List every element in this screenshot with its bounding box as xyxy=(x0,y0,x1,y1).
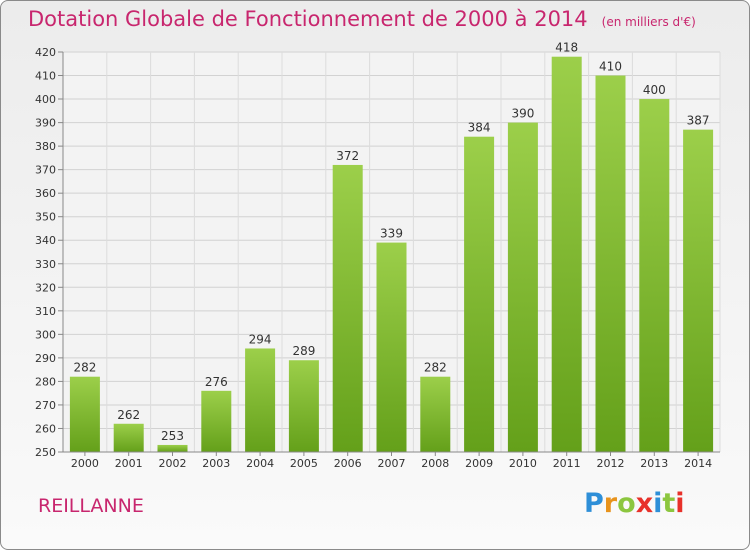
value-label-2010: 390 xyxy=(511,107,534,121)
commune-name: REILLANNE xyxy=(38,495,144,517)
y-tick-label: 320 xyxy=(35,281,56,294)
bar-2005 xyxy=(288,360,319,452)
x-tick-label-2004: 2004 xyxy=(246,457,274,470)
x-tick-label-2012: 2012 xyxy=(597,457,625,470)
y-tick-label: 370 xyxy=(35,164,56,177)
bar-2000 xyxy=(69,376,100,452)
x-tick-label-2009: 2009 xyxy=(465,457,493,470)
logo-letter: P xyxy=(584,488,604,519)
logo-letter: o xyxy=(617,488,636,519)
logo-letter: x xyxy=(635,488,654,519)
y-tick-label: 400 xyxy=(35,93,56,106)
value-label-2002: 253 xyxy=(161,429,184,443)
bar-2009 xyxy=(464,136,495,453)
bar-2011 xyxy=(551,56,582,453)
value-label-2004: 294 xyxy=(249,332,272,346)
y-tick-label: 340 xyxy=(35,234,56,247)
chart-title-main: Dotation Globale de Fonctionnement de 20… xyxy=(28,7,588,31)
chart-title: Dotation Globale de Fonctionnement de 20… xyxy=(28,7,696,31)
chart-unit-note: (en milliers d'€) xyxy=(601,15,696,29)
logo-letter: r xyxy=(603,488,618,519)
x-tick-label-2002: 2002 xyxy=(159,457,187,470)
x-tick-label-2003: 2003 xyxy=(202,457,230,470)
value-label-2012: 410 xyxy=(599,60,622,74)
bar-2001 xyxy=(113,423,144,452)
y-tick-label: 310 xyxy=(35,305,56,318)
logo-letter: i xyxy=(653,488,663,519)
y-tick-label: 350 xyxy=(35,211,56,224)
x-tick-label-2005: 2005 xyxy=(290,457,318,470)
y-tick-label: 360 xyxy=(35,187,56,200)
value-label-2006: 372 xyxy=(336,149,359,163)
y-tick-label: 270 xyxy=(35,399,56,412)
y-tick-label: 280 xyxy=(35,375,56,388)
axis-layer: 250 260 270 280 290 300 310 320 330 340 350 360 370 3… xyxy=(35,46,720,470)
x-tick-label-2001: 2001 xyxy=(115,457,143,470)
x-tick-label-2010: 2010 xyxy=(509,457,537,470)
x-tick-label-2014: 2014 xyxy=(684,457,712,470)
value-label-2009: 384 xyxy=(468,121,491,135)
y-tick-label: 330 xyxy=(35,258,56,271)
x-tick-label-2008: 2008 xyxy=(421,457,449,470)
value-label-2008: 282 xyxy=(424,361,447,375)
value-label-2007: 339 xyxy=(380,227,403,241)
label-layer: 282 262 253 276 294 289 372 339 282 384 390 418 410 4… xyxy=(73,41,709,443)
value-label-2005: 289 xyxy=(292,344,315,358)
bar-2007 xyxy=(376,242,407,452)
bar-2006 xyxy=(332,164,363,453)
y-tick-label: 250 xyxy=(35,446,56,459)
value-label-2003: 276 xyxy=(205,375,228,389)
value-label-2011: 418 xyxy=(555,41,578,55)
y-tick-label: 410 xyxy=(35,70,56,83)
y-tick-label: 380 xyxy=(35,140,56,153)
y-tick-label: 290 xyxy=(35,352,56,365)
value-label-2000: 282 xyxy=(73,361,96,375)
bar-2012 xyxy=(595,75,626,452)
logo-letter: t xyxy=(662,488,676,519)
value-label-2014: 387 xyxy=(687,114,710,128)
bar-2010 xyxy=(507,122,538,453)
value-label-2013: 400 xyxy=(643,83,666,97)
y-tick-label: 300 xyxy=(35,328,56,341)
bar-2013 xyxy=(639,99,670,452)
x-tick-label-2011: 2011 xyxy=(553,457,581,470)
bar-2003 xyxy=(201,390,232,452)
bar-2004 xyxy=(245,348,276,452)
y-tick-label: 390 xyxy=(35,117,56,130)
proxiti-logo: Proxiti xyxy=(584,488,685,519)
x-tick-label-2006: 2006 xyxy=(334,457,362,470)
y-tick-label: 420 xyxy=(35,46,56,59)
x-tick-label-2013: 2013 xyxy=(640,457,668,470)
bar-2008 xyxy=(420,376,451,452)
logo-letter: i xyxy=(675,488,685,519)
x-tick-label-2000: 2000 xyxy=(71,457,99,470)
value-label-2001: 262 xyxy=(117,408,140,422)
bar-2014 xyxy=(683,129,714,452)
y-tick-label: 260 xyxy=(35,422,56,435)
x-tick-label-2007: 2007 xyxy=(378,457,406,470)
bar-2002 xyxy=(157,444,188,452)
bar-layer xyxy=(69,56,714,453)
